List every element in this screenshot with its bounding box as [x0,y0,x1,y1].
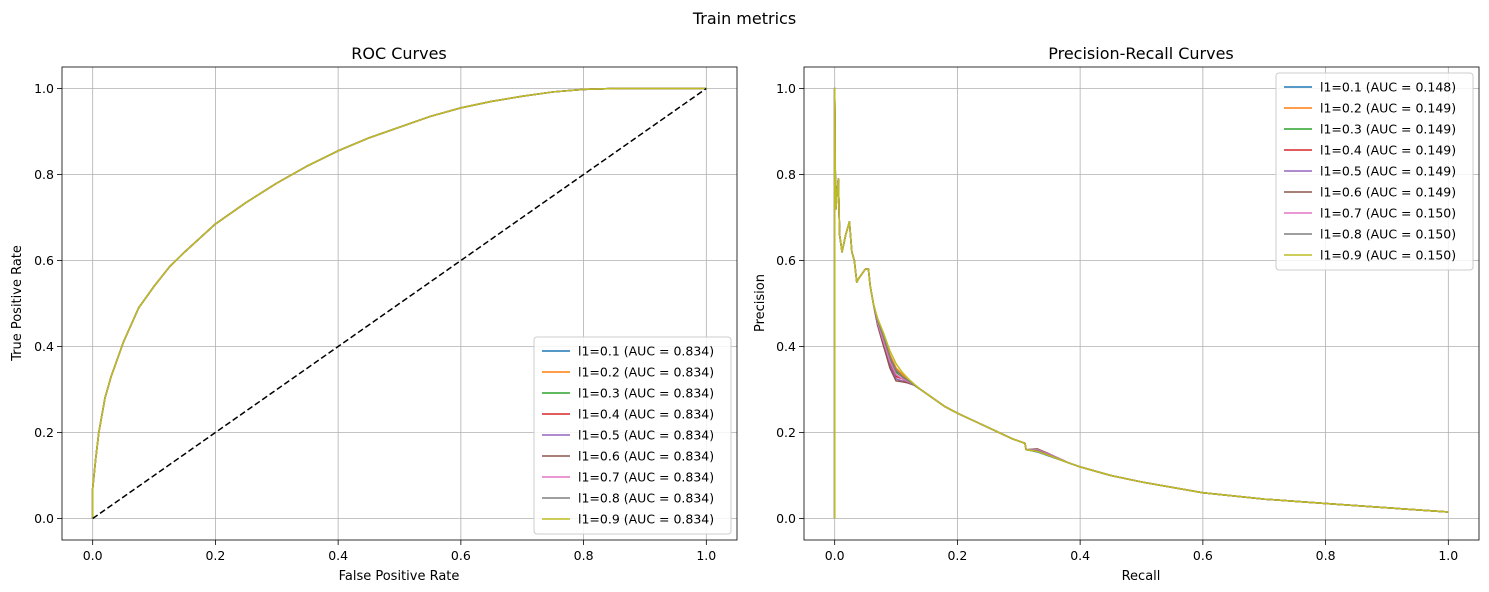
legend-item: l1=0.7 (AUC = 0.150) [1284,206,1456,221]
x-tick-label: 0.4 [328,548,348,563]
precision-recall-chart: Precision-Recall Curves Recall Precision… [753,44,1480,584]
legend-item: l1=0.8 (AUC = 0.834) [542,491,714,506]
x-tick-label: 0.6 [1193,548,1213,563]
x-tick-label: 0.4 [1070,548,1090,563]
x-tick-label: 0.8 [1316,548,1336,563]
y-tick-label: 0.4 [34,339,54,354]
axes-frame [61,66,738,541]
chart-title: ROC Curves [351,44,447,63]
x-tick-label: 0.2 [947,548,967,563]
x-tick-label: 0.0 [825,548,845,563]
x-tick-label: 1.0 [696,548,716,563]
legend-item: l1=0.4 (AUC = 0.149) [1284,143,1456,158]
legend-label: l1=0.4 (AUC = 0.834) [578,407,714,422]
legend-item: l1=0.9 (AUC = 0.150) [1284,248,1456,263]
legend-label: l1=0.5 (AUC = 0.149) [1320,164,1456,179]
legend-box [533,336,732,535]
legend-label: l1=0.9 (AUC = 0.834) [578,512,714,527]
legend-item: l1=0.6 (AUC = 0.834) [542,449,714,464]
legend-item: l1=0.5 (AUC = 0.834) [542,428,714,443]
legend-item: l1=0.6 (AUC = 0.149) [1284,185,1456,200]
y-tick-label: 0.8 [34,167,54,182]
legend-label: l1=0.9 (AUC = 0.150) [1320,248,1456,263]
x-tick-label: 1.0 [1438,548,1458,563]
x-axis-label: Recall [1122,569,1161,584]
legend: l1=0.1 (AUC = 0.834) l1=0.2 (AUC = 0.834)… [533,336,732,535]
x-tick-label: 0.6 [451,548,471,563]
legend-box [1275,72,1474,271]
axes-frame [803,66,1480,541]
x-axis-label: False Positive Rate [339,569,460,584]
y-tick-label: 0.0 [776,511,796,526]
legend-item: l1=0.8 (AUC = 0.150) [1284,227,1456,242]
legend-item: l1=0.4 (AUC = 0.834) [542,407,714,422]
series-line-9 [833,87,1449,519]
legend-item: l1=0.1 (AUC = 0.148) [1284,80,1456,95]
y-tick-label: 1.0 [776,81,796,96]
legend: l1=0.1 (AUC = 0.148) l1=0.2 (AUC = 0.149)… [1275,72,1474,271]
series-lines [833,87,1449,519]
y-tick-label: 0.4 [776,339,796,354]
y-tick-label: 1.0 [34,81,54,96]
legend-label: l1=0.1 (AUC = 0.834) [578,344,714,359]
roc-chart: ROC Curves False Positive Rate True Posi… [10,44,738,584]
legend-label: l1=0.7 (AUC = 0.834) [578,470,714,485]
y-axis-label: True Positive Rate [10,245,25,362]
legend-label: l1=0.4 (AUC = 0.149) [1320,143,1456,158]
legend-label: l1=0.7 (AUC = 0.150) [1320,206,1456,221]
x-tick-label: 0.0 [83,548,103,563]
legend-label: l1=0.5 (AUC = 0.834) [578,428,714,443]
figure-title: Train metrics [692,9,796,28]
legend-label: l1=0.6 (AUC = 0.834) [578,449,714,464]
legend-item: l1=0.2 (AUC = 0.149) [1284,101,1456,116]
legend-item: l1=0.7 (AUC = 0.834) [542,470,714,485]
legend-label: l1=0.8 (AUC = 0.834) [578,491,714,506]
legend-label: l1=0.3 (AUC = 0.149) [1320,122,1456,137]
legend-label: l1=0.2 (AUC = 0.834) [578,365,714,380]
legend-label: l1=0.3 (AUC = 0.834) [578,386,714,401]
series-lines [91,87,707,520]
legend-item: l1=0.5 (AUC = 0.149) [1284,164,1456,179]
y-tick-label: 0.2 [34,425,54,440]
x-tick-label: 0.8 [574,548,594,563]
y-tick-label: 0.0 [34,511,54,526]
reference-diagonal [92,87,707,520]
legend-item: l1=0.2 (AUC = 0.834) [542,365,714,380]
legend-item: l1=0.1 (AUC = 0.834) [542,344,714,359]
legend-label: l1=0.1 (AUC = 0.148) [1320,80,1456,95]
legend-item: l1=0.3 (AUC = 0.834) [542,386,714,401]
y-tick-label: 0.6 [34,253,54,268]
legend-item: l1=0.3 (AUC = 0.149) [1284,122,1456,137]
legend-item: l1=0.9 (AUC = 0.834) [542,512,714,527]
legend-label: l1=0.6 (AUC = 0.149) [1320,185,1456,200]
y-tick-label: 0.6 [776,253,796,268]
legend-label: l1=0.8 (AUC = 0.150) [1320,227,1456,242]
chart-title: Precision-Recall Curves [1048,44,1234,63]
y-axis-label: Precision [753,274,768,332]
y-tick-label: 0.2 [776,425,796,440]
y-tick-label: 0.8 [776,167,796,182]
series-line-9 [91,87,707,519]
x-tick-label: 0.2 [205,548,225,563]
legend-label: l1=0.2 (AUC = 0.149) [1320,101,1456,116]
